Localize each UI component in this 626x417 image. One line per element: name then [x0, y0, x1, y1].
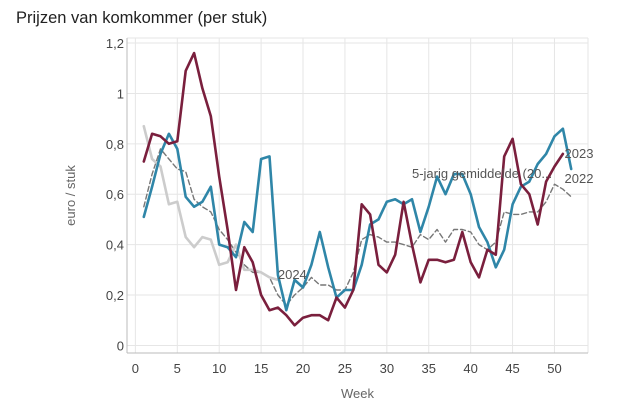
x-tick-label: 50	[547, 361, 561, 376]
series-label: 2022	[565, 171, 594, 186]
x-tick-label: 30	[380, 361, 394, 376]
series-line-2022	[142, 51, 565, 327]
x-tick-label: 45	[505, 361, 519, 376]
x-axis-label: Week	[341, 386, 374, 401]
y-tick-label: 1,2	[106, 36, 124, 51]
y-tick-label: 0,8	[106, 137, 124, 152]
x-tick-label: 40	[463, 361, 477, 376]
y-tick-label: 1	[117, 86, 124, 101]
series-label: 2023	[565, 146, 594, 161]
chart-title: Prijzen van komkommer (per stuk)	[16, 9, 268, 27]
series-label: 2024	[278, 267, 307, 282]
y-tick-label: 0	[117, 338, 124, 353]
x-tick-labels: 0 5 10 15 20 25 30 35 40 45 50	[132, 361, 562, 376]
series-labels: 5-jarig gemiddelde (20... 2024 2023 2022	[278, 146, 594, 282]
grid	[127, 37, 589, 353]
x-tick-label: 0	[132, 361, 139, 376]
series-label: 5-jarig gemiddelde (20...	[412, 166, 552, 181]
y-tick-label: 0,2	[106, 288, 124, 303]
y-axis-label: euro / stuk	[63, 165, 78, 226]
x-tick-label: 35	[422, 361, 436, 376]
x-tick-label: 25	[338, 361, 352, 376]
series-line-2024	[142, 124, 280, 282]
x-tick-label: 15	[254, 361, 268, 376]
x-tick-label: 10	[212, 361, 226, 376]
axes	[126, 38, 588, 354]
y-tick-labels: 0 0,2 0,4 0,6 0,8 1 1,2	[106, 36, 124, 353]
series-line-2023	[142, 127, 573, 312]
y-tick-label: 0,4	[106, 238, 124, 253]
series-lines	[142, 51, 573, 327]
x-tick-label: 5	[174, 361, 181, 376]
y-tick-label: 0,6	[106, 187, 124, 202]
x-tick-label: 20	[296, 361, 310, 376]
